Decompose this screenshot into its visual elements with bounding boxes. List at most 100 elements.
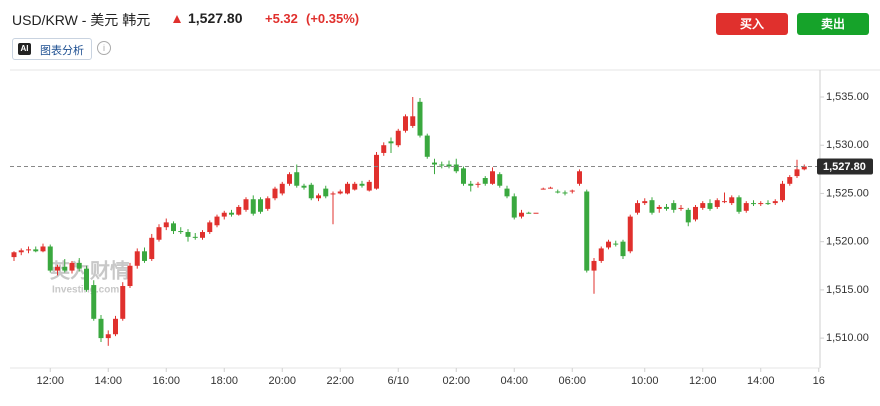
candle-body: [374, 154, 379, 189]
candle-body: [758, 203, 764, 205]
y-tick-label: 1,535.00: [826, 91, 869, 103]
last-price-label: 1,527.80: [823, 161, 866, 173]
candle-body: [265, 198, 271, 209]
candle-body: [395, 130, 401, 146]
candle-body: [598, 248, 604, 261]
change-percent: (+0.35%): [306, 11, 360, 26]
x-tick-label: 02:00: [442, 375, 470, 387]
candle-body: [388, 141, 394, 144]
y-tick-label: 1,515.00: [826, 284, 869, 296]
candle-body: [221, 212, 227, 217]
candle-body: [664, 206, 669, 209]
candle-body: [685, 209, 691, 223]
candle-body: [729, 197, 735, 204]
candle-body: [424, 135, 430, 157]
y-tick-label: 1,510.00: [826, 332, 869, 344]
candle-body: [569, 190, 575, 192]
candle-body: [772, 201, 778, 204]
candle-body: [403, 116, 408, 131]
x-tick-label: 14:00: [94, 375, 122, 387]
candle-body: [272, 188, 278, 199]
candle-body: [693, 206, 698, 220]
candle-body: [562, 192, 568, 194]
candle-body: [504, 188, 510, 197]
candle-body: [613, 243, 619, 245]
ai-analysis-button[interactable]: AI 图表分析: [12, 38, 92, 60]
candle-body: [743, 203, 749, 211]
candle-body: [577, 171, 582, 184]
candle-body: [11, 252, 17, 258]
candle-body: [287, 174, 292, 184]
candle-body: [490, 171, 495, 184]
candle-body: [751, 203, 756, 205]
candle-body: [461, 168, 466, 184]
candle-body: [47, 246, 53, 271]
candle-body: [765, 203, 771, 205]
candle-body: [279, 183, 285, 194]
candle-body: [18, 250, 24, 253]
candle-body: [627, 216, 633, 252]
watermark: Investing.com: [52, 285, 119, 296]
candle-body: [359, 183, 365, 186]
x-tick-label: 10:00: [631, 375, 659, 387]
info-icon[interactable]: i: [97, 41, 111, 55]
y-tick-label: 1,520.00: [826, 236, 869, 248]
buy-button[interactable]: 买入: [716, 13, 788, 35]
candle-body: [250, 199, 256, 214]
candle-body: [432, 162, 437, 165]
candle-body: [780, 183, 785, 201]
candle-body: [736, 197, 742, 212]
candle-body: [678, 207, 684, 209]
candle-body: [337, 191, 343, 194]
ai-label: 图表分析: [40, 45, 84, 57]
sell-button[interactable]: 卖出: [797, 13, 869, 35]
candle-body: [105, 334, 111, 339]
candle-body: [236, 206, 242, 215]
candle-body: [417, 101, 423, 136]
candle-body: [482, 178, 488, 184]
candle-body: [548, 187, 553, 189]
candle-body: [468, 183, 474, 186]
candle-body: [649, 200, 655, 213]
candle-body: [308, 184, 314, 199]
candle-body: [127, 265, 133, 287]
candle-body: [294, 172, 300, 186]
candle-body: [301, 185, 307, 188]
candle-body: [519, 212, 524, 217]
candle-body: [642, 201, 648, 204]
y-tick-label: 1,530.00: [826, 139, 869, 151]
candle-body: [171, 223, 176, 232]
x-tick-label: 12:00: [689, 375, 717, 387]
candle-body: [707, 203, 713, 209]
x-tick-label: 12:00: [36, 375, 64, 387]
candle-body: [446, 164, 452, 167]
x-tick-label: 04:00: [500, 375, 528, 387]
candle-body: [192, 236, 198, 238]
candle-body: [98, 318, 104, 339]
candle-body: [439, 164, 445, 166]
candle-body: [801, 166, 807, 170]
candle-body: [794, 169, 800, 177]
candle-body: [584, 191, 590, 271]
watermark: 英为财情: [50, 258, 130, 282]
candle-body: [178, 231, 184, 233]
x-tick-label: 18:00: [210, 375, 238, 387]
candle-body: [671, 203, 677, 210]
candle-body: [381, 145, 387, 153]
x-tick-label: 22:00: [326, 375, 354, 387]
symbol: USD/KRW - 美元 韩元: [12, 12, 151, 28]
candle-body: [243, 199, 249, 210]
candle-body: [120, 286, 126, 319]
candle-body: [453, 164, 459, 172]
header: USD/KRW - 美元 韩元 1,527.80 +5.32 (+0.35%) …: [0, 0, 880, 70]
candle-body: [591, 260, 597, 271]
candle-body: [526, 212, 532, 214]
candle-body: [330, 193, 336, 195]
candle-body: [497, 174, 503, 186]
candle-body: [62, 266, 68, 271]
candle-body: [316, 195, 321, 199]
x-tick-label: 16: [813, 375, 825, 387]
change: +5.32: [265, 11, 298, 26]
